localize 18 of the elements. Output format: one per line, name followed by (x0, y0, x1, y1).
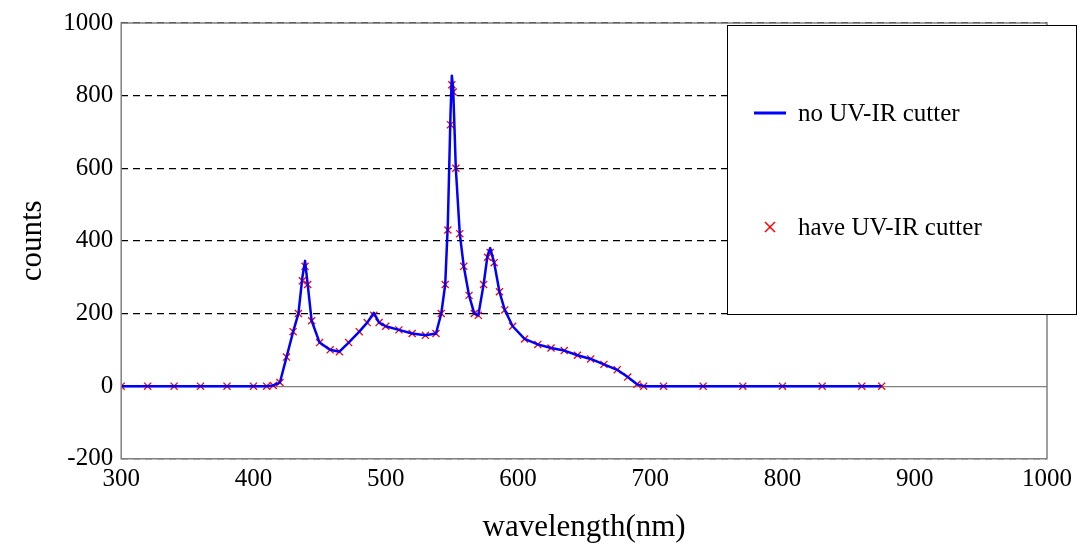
y-tick-label: 600 (75, 152, 114, 180)
y-tick-label: 400 (75, 225, 114, 253)
y-tick-label: 0 (100, 370, 114, 398)
x-tick-label: 800 (763, 464, 802, 492)
x-axis-title: wavelength(nm) (482, 507, 686, 543)
x-tick-label: 300 (102, 464, 140, 492)
x-tick-label: 1000 (1022, 464, 1072, 492)
legend-label: no UV-IR cutter (798, 99, 960, 127)
y-tick-label: 200 (75, 298, 114, 326)
y-tick-label: 800 (75, 80, 114, 108)
x-tick-label: 600 (499, 464, 537, 492)
x-tick-label: 900 (895, 464, 934, 492)
y-axis-title: counts (12, 200, 48, 282)
x-tick-label: 400 (234, 464, 273, 492)
x-tick-label: 500 (366, 464, 405, 492)
y-tick-label: 1000 (63, 7, 114, 35)
legend-label: have UV-IR cutter (798, 213, 982, 241)
x-tick-label: 700 (631, 464, 669, 492)
